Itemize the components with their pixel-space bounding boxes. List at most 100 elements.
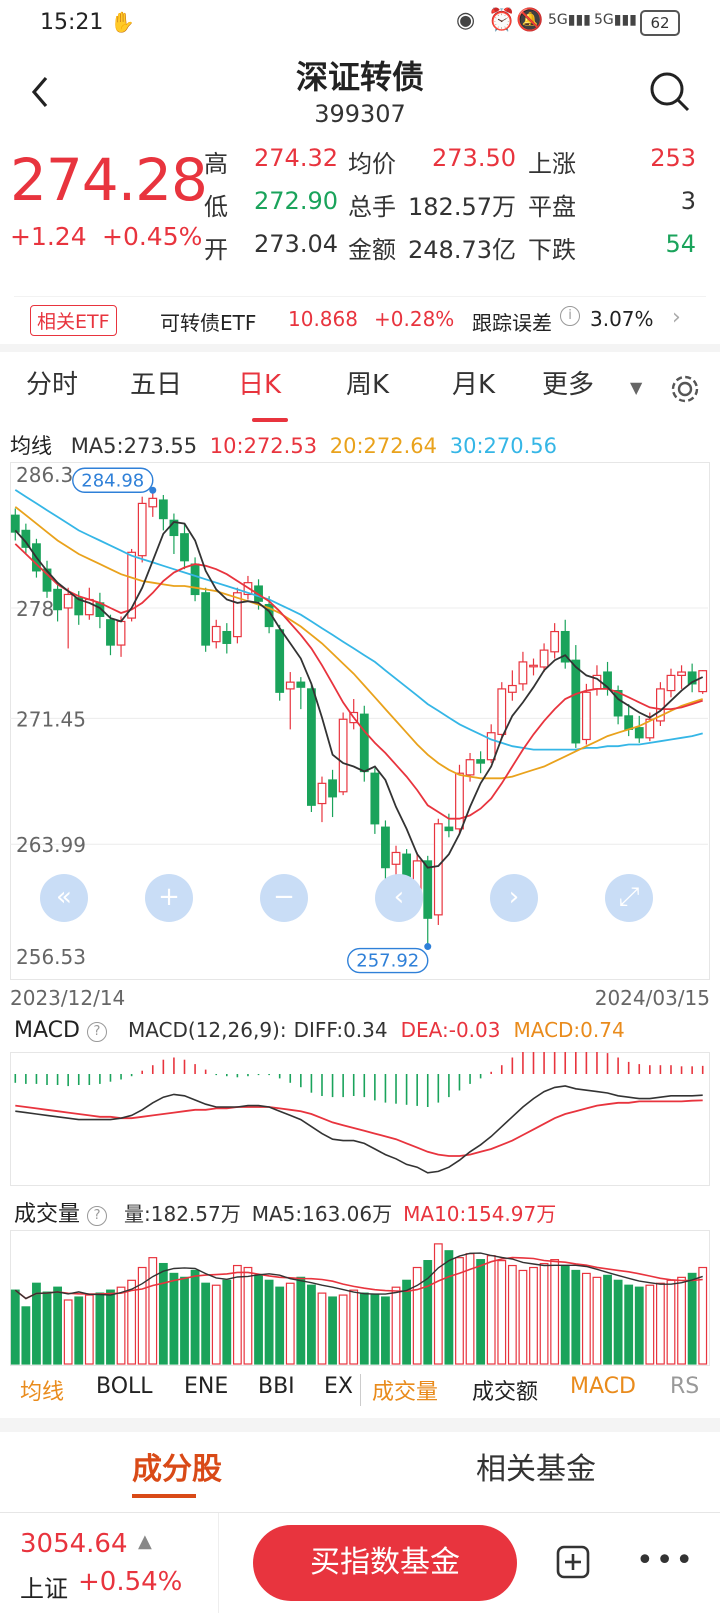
buy-index-fund-button[interactable]: 买指数基金 bbox=[253, 1525, 517, 1601]
indicator-sub-0[interactable]: 成交量 bbox=[372, 1380, 439, 1405]
volume-panel[interactable] bbox=[10, 1230, 710, 1366]
candle-body bbox=[624, 715, 634, 730]
stat-value: 182.57万 bbox=[408, 193, 516, 221]
ma30-value: 30:270.56 bbox=[449, 434, 557, 458]
volume-bar bbox=[698, 1266, 708, 1365]
candle-body bbox=[137, 502, 147, 557]
volume-bar bbox=[21, 1306, 31, 1365]
status-time: 15:21 bbox=[40, 10, 104, 35]
tab-5[interactable]: 更多 bbox=[542, 370, 595, 400]
indicator-main-0[interactable]: 均线 bbox=[20, 1380, 65, 1405]
gesture-icon: ✋ bbox=[110, 10, 135, 34]
volume-bar bbox=[476, 1259, 486, 1365]
back-icon[interactable] bbox=[26, 72, 56, 112]
chart-control-button[interactable]: ‹ bbox=[375, 874, 423, 922]
volume-bar bbox=[201, 1282, 211, 1365]
volume-bar bbox=[455, 1257, 464, 1365]
indicator-sub-1[interactable]: 成交额 bbox=[472, 1380, 539, 1405]
indicator-main-4[interactable]: EX bbox=[324, 1374, 353, 1399]
indicator-main-3[interactable]: BBI bbox=[258, 1374, 295, 1399]
volume-bar bbox=[317, 1292, 327, 1365]
candle-body bbox=[201, 592, 211, 646]
macd-params: MACD(12,26,9): bbox=[127, 1018, 287, 1042]
kline-chart[interactable]: 286.3 278 271.45 263.99 256.53 284.98 257.92 bbox=[10, 462, 710, 982]
more-icon[interactable]: ••• bbox=[636, 1543, 696, 1578]
candle-body bbox=[285, 681, 295, 690]
volume-bar bbox=[497, 1260, 507, 1365]
indicator-sub-3[interactable]: RS bbox=[670, 1374, 700, 1399]
volume-bar bbox=[243, 1266, 253, 1365]
volume-bar bbox=[645, 1284, 655, 1365]
y-tick-label: 271.45 bbox=[16, 707, 86, 731]
search-icon[interactable] bbox=[648, 70, 692, 114]
candle-body bbox=[264, 603, 274, 628]
y-tick-label: 256.53 bbox=[16, 945, 86, 969]
candle-body bbox=[698, 670, 708, 693]
macd-panel-name: MACD bbox=[14, 1018, 80, 1043]
volume-chart[interactable] bbox=[10, 1230, 710, 1366]
stat-label: 下跌 bbox=[528, 236, 576, 264]
volume-bar bbox=[539, 1262, 549, 1365]
candle-body bbox=[645, 718, 655, 739]
info-icon[interactable]: i bbox=[560, 306, 580, 326]
tab-3[interactable]: 周K bbox=[346, 370, 390, 400]
stat-value: 253 bbox=[650, 144, 696, 172]
candle-body bbox=[222, 630, 232, 644]
volume-bar bbox=[106, 1289, 115, 1365]
tab-0[interactable]: 分时 bbox=[26, 370, 79, 400]
tab-4[interactable]: 月K bbox=[452, 370, 496, 400]
dea-line bbox=[15, 1099, 703, 1157]
chart-control-button[interactable]: « bbox=[40, 874, 88, 922]
chart-control-button[interactable]: + bbox=[145, 874, 193, 922]
candle-body bbox=[370, 772, 380, 825]
volume-bar bbox=[571, 1269, 581, 1365]
add-watchlist-icon[interactable] bbox=[556, 1545, 590, 1579]
related-etf-row[interactable]: 相关ETF 可转债ETF 10.868 +0.28% 跟踪误差 i 3.07% … bbox=[14, 296, 706, 343]
tab-1[interactable]: 五日 bbox=[130, 370, 183, 400]
ma5-line bbox=[14, 521, 704, 869]
tab-2[interactable]: 日K bbox=[238, 370, 282, 400]
volume-bar bbox=[232, 1264, 242, 1365]
volume-bar bbox=[581, 1272, 591, 1365]
chart-control-button[interactable]: − bbox=[260, 874, 308, 922]
tab-constituents[interactable]: 成分股 bbox=[132, 1452, 222, 1487]
macd-panel[interactable] bbox=[10, 1052, 710, 1186]
volume-bar bbox=[412, 1266, 422, 1365]
high-label-box bbox=[72, 467, 154, 493]
volume-bar bbox=[180, 1276, 189, 1365]
tab-related-funds[interactable]: 相关基金 bbox=[476, 1452, 596, 1487]
low-label-box bbox=[347, 947, 429, 974]
status-bar: 15:21 ✋ ◉ ⏰ 🔕 5G▮▮▮ 5G▮▮▮ 62 bbox=[0, 0, 720, 48]
candle-body bbox=[634, 727, 644, 739]
index-change: +0.54% bbox=[78, 1567, 183, 1597]
stat-value: 273.50 bbox=[432, 144, 516, 172]
volume-bar bbox=[63, 1299, 73, 1365]
volume-bar bbox=[10, 1289, 20, 1365]
candle-body bbox=[571, 659, 581, 744]
stat-label: 高 bbox=[204, 150, 228, 178]
macd-chart[interactable] bbox=[10, 1052, 710, 1186]
help-icon[interactable]: ? bbox=[86, 1022, 107, 1042]
kline-panel[interactable] bbox=[10, 462, 710, 980]
candle-body bbox=[127, 551, 137, 619]
candle-body bbox=[666, 674, 676, 692]
tracking-error-value: 3.07% bbox=[590, 307, 654, 331]
help-icon-volume[interactable]: ? bbox=[87, 1206, 108, 1226]
indicator-main-2[interactable]: ENE bbox=[184, 1374, 229, 1399]
indicator-divider bbox=[360, 1374, 361, 1406]
candle-body bbox=[169, 519, 179, 537]
indicator-main-1[interactable]: BOLL bbox=[96, 1374, 153, 1399]
related-etf-tag: 相关ETF bbox=[30, 305, 117, 336]
gear-icon[interactable] bbox=[668, 372, 702, 406]
volume-bar bbox=[402, 1279, 411, 1365]
chevron-right-icon[interactable]: › bbox=[672, 305, 681, 330]
volume-bar bbox=[550, 1259, 560, 1365]
indicator-sub-2[interactable]: MACD bbox=[570, 1374, 636, 1399]
caret-down-icon[interactable]: ▼ bbox=[630, 378, 643, 397]
volume-panel-name: 成交量 bbox=[14, 1202, 81, 1227]
signal-icon: 5G▮▮▮ bbox=[548, 12, 591, 28]
chart-control-button[interactable]: ⤢ bbox=[605, 874, 653, 922]
candle-body bbox=[476, 759, 486, 764]
chart-control-button[interactable]: › bbox=[490, 874, 538, 922]
high-marker-dot bbox=[149, 486, 157, 494]
